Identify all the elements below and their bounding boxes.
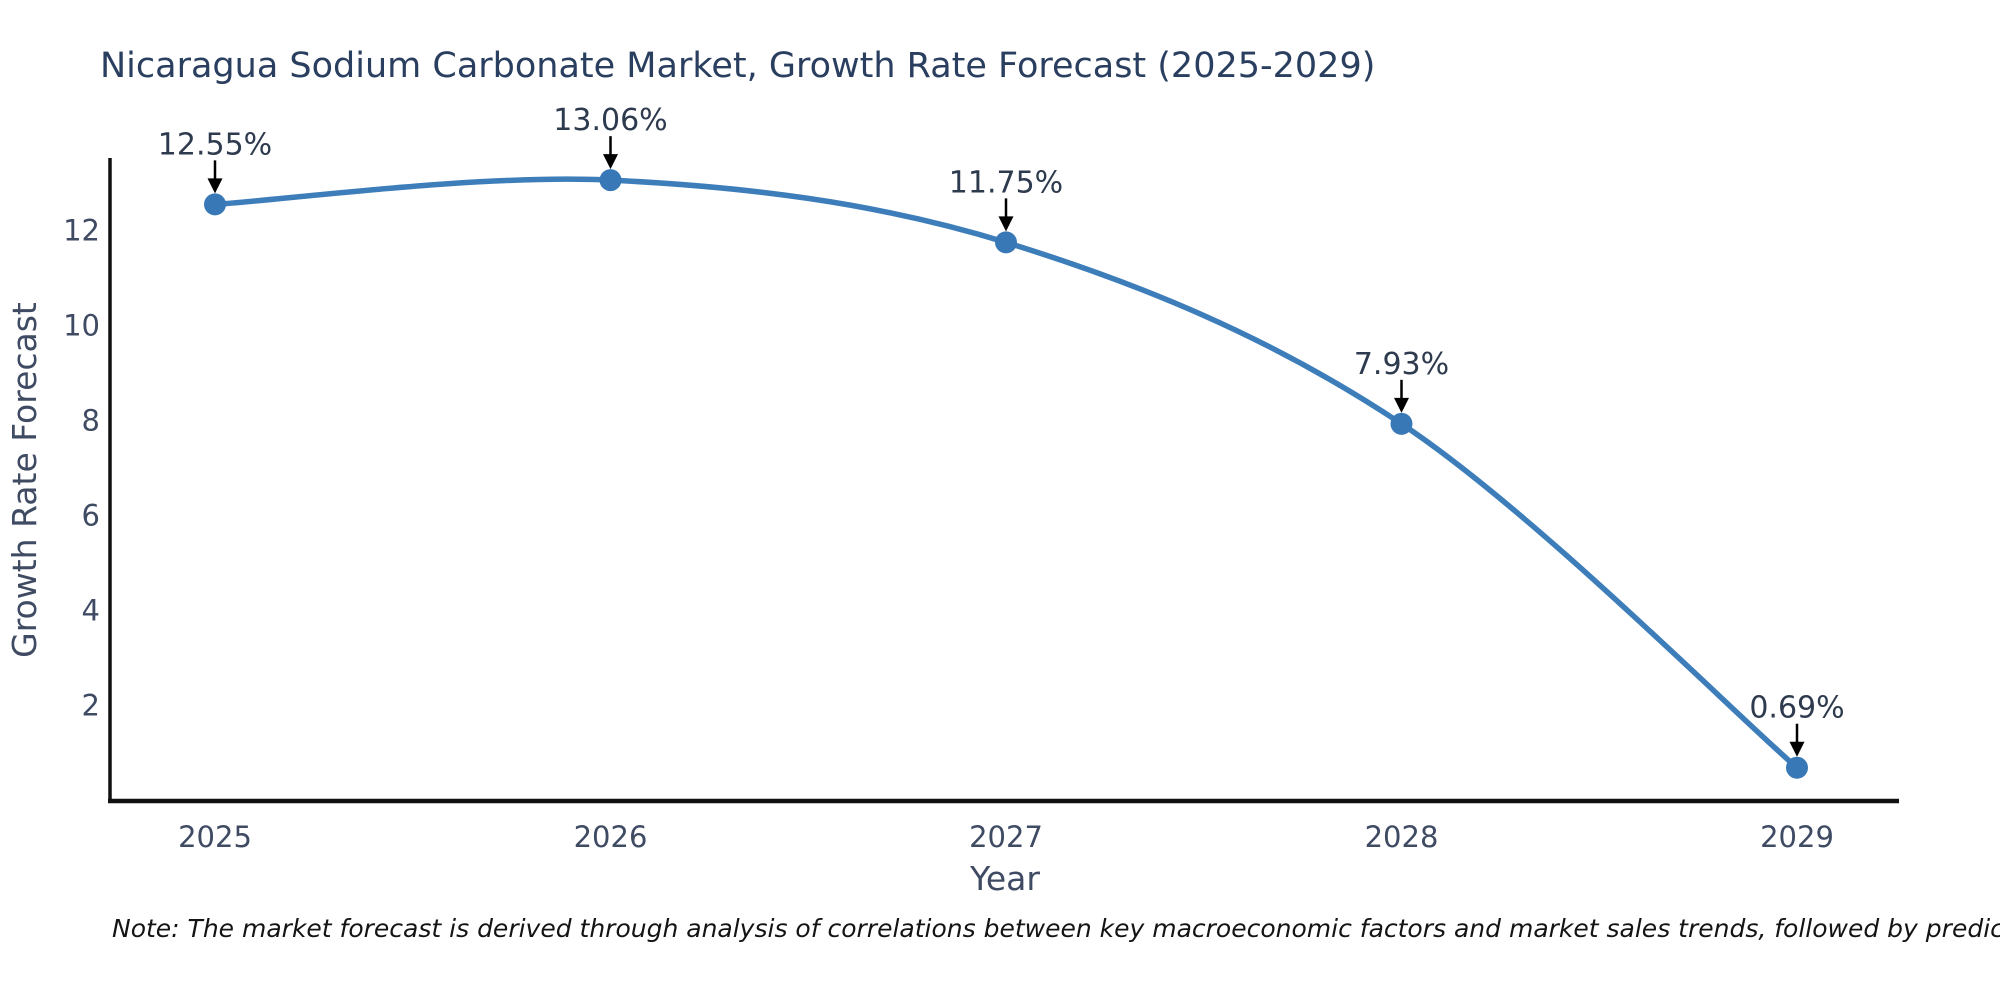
x-tick-label: 2029 bbox=[1760, 820, 1834, 854]
data-point-marker bbox=[599, 169, 622, 192]
y-tick-label: 6 bbox=[82, 499, 100, 533]
x-tick-label: 2026 bbox=[574, 820, 648, 854]
line-series bbox=[204, 169, 1808, 779]
annotation-arrowhead bbox=[998, 216, 1014, 232]
y-tick-label: 12 bbox=[63, 214, 100, 248]
annotation-arrowhead bbox=[1394, 397, 1409, 413]
data-point-marker bbox=[995, 231, 1017, 254]
point-value-label: 13.06% bbox=[553, 103, 667, 138]
point-annotations: 12.55% 13.06% 11.75% 7.93% 0.69% bbox=[158, 103, 1845, 757]
y-tick-label: 4 bbox=[82, 594, 100, 628]
chart-title: Nicaragua Sodium Carbonate Market, Growt… bbox=[100, 46, 1376, 86]
data-point-marker bbox=[1786, 756, 1808, 779]
annotation-arrowhead bbox=[207, 178, 223, 194]
x-tick-label: 2025 bbox=[178, 820, 252, 854]
y-axis-title: Growth Rate Forecast bbox=[5, 302, 44, 658]
data-point-marker bbox=[1390, 412, 1413, 435]
data-point-marker bbox=[204, 193, 226, 216]
y-tick-label: 8 bbox=[82, 404, 100, 438]
y-tick-label: 2 bbox=[82, 689, 100, 723]
x-axis-tick-labels: 2025 2026 2027 2028 2029 bbox=[178, 820, 1834, 854]
forecast-line bbox=[212, 176, 1800, 771]
chart-footnote: Note: The market forecast is derived thr… bbox=[112, 914, 2000, 943]
x-axis-title: Year bbox=[969, 859, 1040, 898]
point-value-label: 12.55% bbox=[158, 127, 272, 162]
annotation-arrowhead bbox=[603, 154, 618, 170]
x-tick-label: 2027 bbox=[969, 820, 1043, 854]
point-value-label: 11.75% bbox=[949, 165, 1063, 200]
x-tick-label: 2028 bbox=[1365, 820, 1439, 854]
point-value-label: 0.69% bbox=[1749, 691, 1844, 726]
point-value-label: 7.93% bbox=[1354, 347, 1449, 382]
y-tick-label: 10 bbox=[63, 309, 100, 343]
annotation-arrowhead bbox=[1789, 741, 1805, 757]
y-axis-tick-labels: 2 4 6 8 10 12 bbox=[63, 214, 100, 723]
